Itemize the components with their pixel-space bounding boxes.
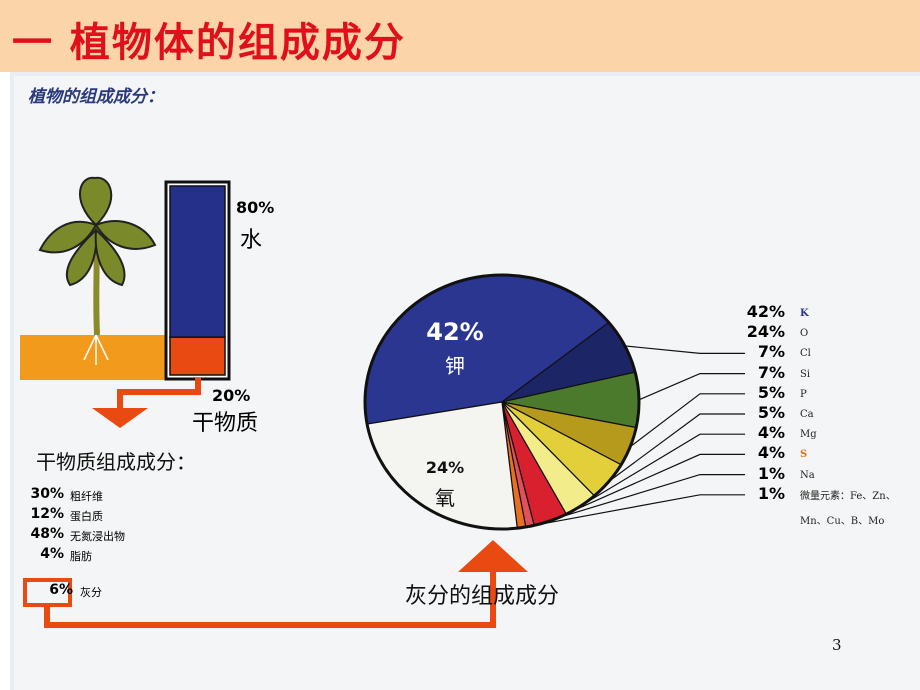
- pie-outline: [363, 273, 641, 531]
- legend-label: P: [800, 388, 807, 400]
- title-bar: 一 植物体的组成成分: [0, 0, 920, 72]
- leader-line: [529, 474, 745, 527]
- legend-value: 5%: [757, 382, 785, 402]
- legend-value: 4%: [757, 443, 785, 463]
- item-name: 蛋白质: [70, 510, 103, 523]
- legend-value: 1%: [757, 483, 785, 503]
- value-label: 80%: [236, 198, 275, 217]
- legend-label: Si: [800, 368, 811, 380]
- item-name: 灰分: [80, 586, 102, 599]
- legend-label: Ca: [800, 409, 814, 420]
- legend-value: 1%: [757, 463, 785, 483]
- pie-annotation: 钾: [445, 354, 465, 378]
- item-name: 脂肪: [70, 550, 92, 563]
- legend-label: Na: [800, 469, 815, 481]
- legend-label: S: [800, 449, 808, 461]
- legend-value: 7%: [757, 362, 785, 382]
- legend-value: 7%: [757, 342, 785, 362]
- leaves: [38, 176, 157, 287]
- leader-line: [629, 393, 745, 448]
- arrow: [44, 570, 496, 628]
- leader-line: [638, 373, 745, 401]
- leader-line: [550, 453, 745, 522]
- arrow: [117, 378, 201, 410]
- bar-label: 水: [240, 228, 263, 253]
- pie-annotation: 42%: [426, 318, 484, 346]
- percent: 6%: [49, 582, 73, 598]
- legend-label: K: [800, 308, 809, 319]
- leader-line: [521, 494, 745, 529]
- value-label: 20%: [212, 386, 251, 405]
- page-number: 3: [832, 636, 842, 654]
- caption: 植物的组成成分：: [28, 87, 164, 107]
- percent: 12%: [30, 506, 64, 522]
- arrow-head: [458, 540, 528, 572]
- ash-label: 灰分的组成成分: [405, 584, 560, 609]
- legend-label: 微量元素：Fe、Zn、Mn、Cu、B、Mo: [800, 490, 896, 527]
- title: 一 植物体的组成成分: [12, 20, 406, 66]
- legend-value: 5%: [757, 403, 785, 422]
- leader-line: [608, 413, 745, 482]
- item-name: 粗纤维: [70, 490, 103, 503]
- percent: 4%: [40, 546, 64, 562]
- percent: 48%: [30, 526, 64, 542]
- legend-value: 24%: [746, 322, 785, 342]
- arrow-head: [92, 408, 148, 428]
- legend-value: 42%: [746, 302, 785, 321]
- percent: 30%: [30, 486, 64, 502]
- legend-label: Mg: [800, 429, 817, 441]
- pie-annotation: 氧: [435, 486, 455, 510]
- roots: [83, 334, 109, 365]
- pie-annotation: 24%: [425, 458, 465, 477]
- legend-label: O: [800, 328, 809, 340]
- leader-line: [624, 345, 745, 354]
- bar-label: 干物质: [192, 411, 259, 436]
- dry-title: 干物质组成成分：: [36, 450, 196, 474]
- legend-value: 4%: [757, 423, 785, 443]
- soil: [20, 335, 170, 380]
- item-name: 无氮浸出物: [70, 530, 125, 543]
- bar-segment: [169, 336, 226, 376]
- leader-line: [580, 433, 745, 507]
- legend-label: Cl: [800, 348, 811, 360]
- bar-segment: [169, 185, 226, 338]
